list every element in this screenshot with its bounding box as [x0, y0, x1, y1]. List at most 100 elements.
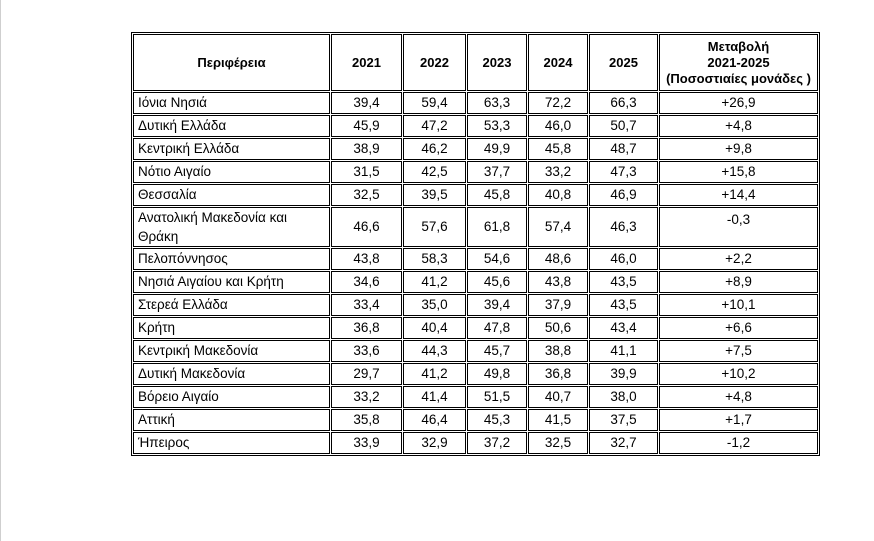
table-row: Κρήτη 36,8 40,4 47,8 50,6 43,4 +6,6	[133, 317, 818, 339]
cell-value-2024: 50,6	[528, 317, 588, 339]
header-change-line2: 2021-2025	[707, 54, 770, 70]
table-row: Κεντρική Μακεδονία 33,6 44,3 45,7 38,8 41,1 +7…	[133, 340, 818, 362]
cell-value-2021: 35,8	[331, 409, 402, 431]
cell-value-2022: 32,9	[403, 432, 466, 454]
cell-change: +10,1	[659, 294, 818, 316]
cell-value-2024: 48,6	[528, 248, 588, 270]
cell-value-2022: 59,4	[403, 92, 466, 114]
cell-value-2021: 34,6	[331, 271, 402, 293]
cell-change: +7,5	[659, 340, 818, 362]
cell-value-2021: 46,6	[331, 207, 402, 247]
cell-value-2023: 47,8	[467, 317, 527, 339]
cell-change: +2,2	[659, 248, 818, 270]
cell-value-2023: 45,3	[467, 409, 527, 431]
cell-value-2023: 45,7	[467, 340, 527, 362]
cell-change: +15,8	[659, 161, 818, 183]
cell-value-2023: 45,8	[467, 184, 527, 206]
cell-value-2023: 51,5	[467, 386, 527, 408]
cell-value-2025: 32,7	[589, 432, 658, 454]
header-change-line3: (Ποσοστιαίες μονάδες )	[666, 70, 811, 86]
cell-change: +9,8	[659, 138, 818, 160]
cell-change: +10,2	[659, 363, 818, 385]
cell-value-2025: 46,0	[589, 248, 658, 270]
cell-region: Κεντρική Ελλάδα	[133, 138, 330, 160]
cell-value-2025: 39,9	[589, 363, 658, 385]
header-year-2022: 2022	[403, 34, 466, 91]
header-row: Περιφέρεια 2021 2022 2023 2024 2025 Μετα…	[133, 34, 818, 91]
cell-value-2021: 43,8	[331, 248, 402, 270]
cell-region: Θεσσαλία	[133, 184, 330, 206]
cell-value-2022: 35,0	[403, 294, 466, 316]
cell-region: Ιόνια Νησιά	[133, 92, 330, 114]
table-row: Βόρειο Αιγαίο 33,2 41,4 51,5 40,7 38,0 +4,8	[133, 386, 818, 408]
cell-value-2022: 41,2	[403, 363, 466, 385]
cell-change: -1,2	[659, 432, 818, 454]
cell-value-2021: 45,9	[331, 115, 402, 137]
cell-value-2021: 39,4	[331, 92, 402, 114]
cell-change: +4,8	[659, 386, 818, 408]
cell-change: -0,3	[659, 207, 818, 247]
cell-value-2023: 49,9	[467, 138, 527, 160]
table-row: Κεντρική Ελλάδα 38,9 46,2 49,9 45,8 48,7 +9,8	[133, 138, 818, 160]
cell-change: +4,8	[659, 115, 818, 137]
cell-value-2022: 42,5	[403, 161, 466, 183]
cell-value-2023: 45,6	[467, 271, 527, 293]
cell-region: Νότιο Αιγαίο	[133, 161, 330, 183]
table-row: Πελοπόννησος 43,8 58,3 54,6 48,6 46,0 +2,2	[133, 248, 818, 270]
cell-value-2021: 33,9	[331, 432, 402, 454]
cell-value-2021: 38,9	[331, 138, 402, 160]
table-row: Θεσσαλία 32,5 39,5 45,8 40,8 46,9 +14,4	[133, 184, 818, 206]
cell-value-2022: 40,4	[403, 317, 466, 339]
header-year-2021: 2021	[331, 34, 402, 91]
cell-value-2021: 33,2	[331, 386, 402, 408]
table-row: Νότιο Αιγαίο 31,5 42,5 37,7 33,2 47,3 +15,8	[133, 161, 818, 183]
cell-value-2021: 29,7	[331, 363, 402, 385]
table-row: Δυτική Ελλάδα 45,9 47,2 53,3 46,0 50,7 +4,8	[133, 115, 818, 137]
cell-value-2022: 41,2	[403, 271, 466, 293]
cell-region: Νησιά Αιγαίου και Κρήτη	[133, 271, 330, 293]
cell-value-2021: 31,5	[331, 161, 402, 183]
cell-value-2024: 45,8	[528, 138, 588, 160]
table-row: Στερεά Ελλάδα 33,4 35,0 39,4 37,9 43,5 +10,1	[133, 294, 818, 316]
cell-value-2024: 46,0	[528, 115, 588, 137]
table-row: Ανατολική Μακεδονία και Θράκη 46,6 57,6 61,…	[133, 207, 818, 247]
cell-value-2025: 46,9	[589, 184, 658, 206]
cell-region: Στερεά Ελλάδα	[133, 294, 330, 316]
cell-value-2024: 57,4	[528, 207, 588, 247]
cell-region: Πελοπόννησος	[133, 248, 330, 270]
cell-change: +8,9	[659, 271, 818, 293]
header-change: Μεταβολή 2021-2025 (Ποσοστιαίες μονάδες …	[659, 34, 818, 91]
cell-value-2025: 43,5	[589, 271, 658, 293]
cell-value-2022: 44,3	[403, 340, 466, 362]
cell-region: Βόρειο Αιγαίο	[133, 386, 330, 408]
header-year-2025: 2025	[589, 34, 658, 91]
cell-value-2024: 32,5	[528, 432, 588, 454]
table-row: Ιόνια Νησιά 39,4 59,4 63,3 72,2 66,3 +26,9	[133, 92, 818, 114]
cell-value-2021: 36,8	[331, 317, 402, 339]
cell-value-2023: 53,3	[467, 115, 527, 137]
regions-data-table: Περιφέρεια 2021 2022 2023 2024 2025 Μετα…	[131, 32, 820, 456]
cell-value-2023: 49,8	[467, 363, 527, 385]
header-year-2024: 2024	[528, 34, 588, 91]
cell-value-2025: 66,3	[589, 92, 658, 114]
cell-value-2021: 33,4	[331, 294, 402, 316]
cell-region: Κρήτη	[133, 317, 330, 339]
cell-value-2022: 41,4	[403, 386, 466, 408]
cell-value-2025: 48,7	[589, 138, 658, 160]
cell-value-2021: 32,5	[331, 184, 402, 206]
cell-value-2025: 38,0	[589, 386, 658, 408]
cell-region: Ήπειρος	[133, 432, 330, 454]
table-row: Αττική 35,8 46,4 45,3 41,5 37,5 +1,7	[133, 409, 818, 431]
cell-value-2023: 63,3	[467, 92, 527, 114]
cell-value-2024: 36,8	[528, 363, 588, 385]
cell-value-2022: 58,3	[403, 248, 466, 270]
cell-region: Κεντρική Μακεδονία	[133, 340, 330, 362]
cell-value-2024: 33,2	[528, 161, 588, 183]
cell-value-2022: 39,5	[403, 184, 466, 206]
cell-value-2025: 43,5	[589, 294, 658, 316]
cell-value-2023: 37,2	[467, 432, 527, 454]
cell-value-2024: 41,5	[528, 409, 588, 431]
cell-value-2025: 47,3	[589, 161, 658, 183]
cell-value-2022: 46,4	[403, 409, 466, 431]
cell-value-2024: 40,7	[528, 386, 588, 408]
